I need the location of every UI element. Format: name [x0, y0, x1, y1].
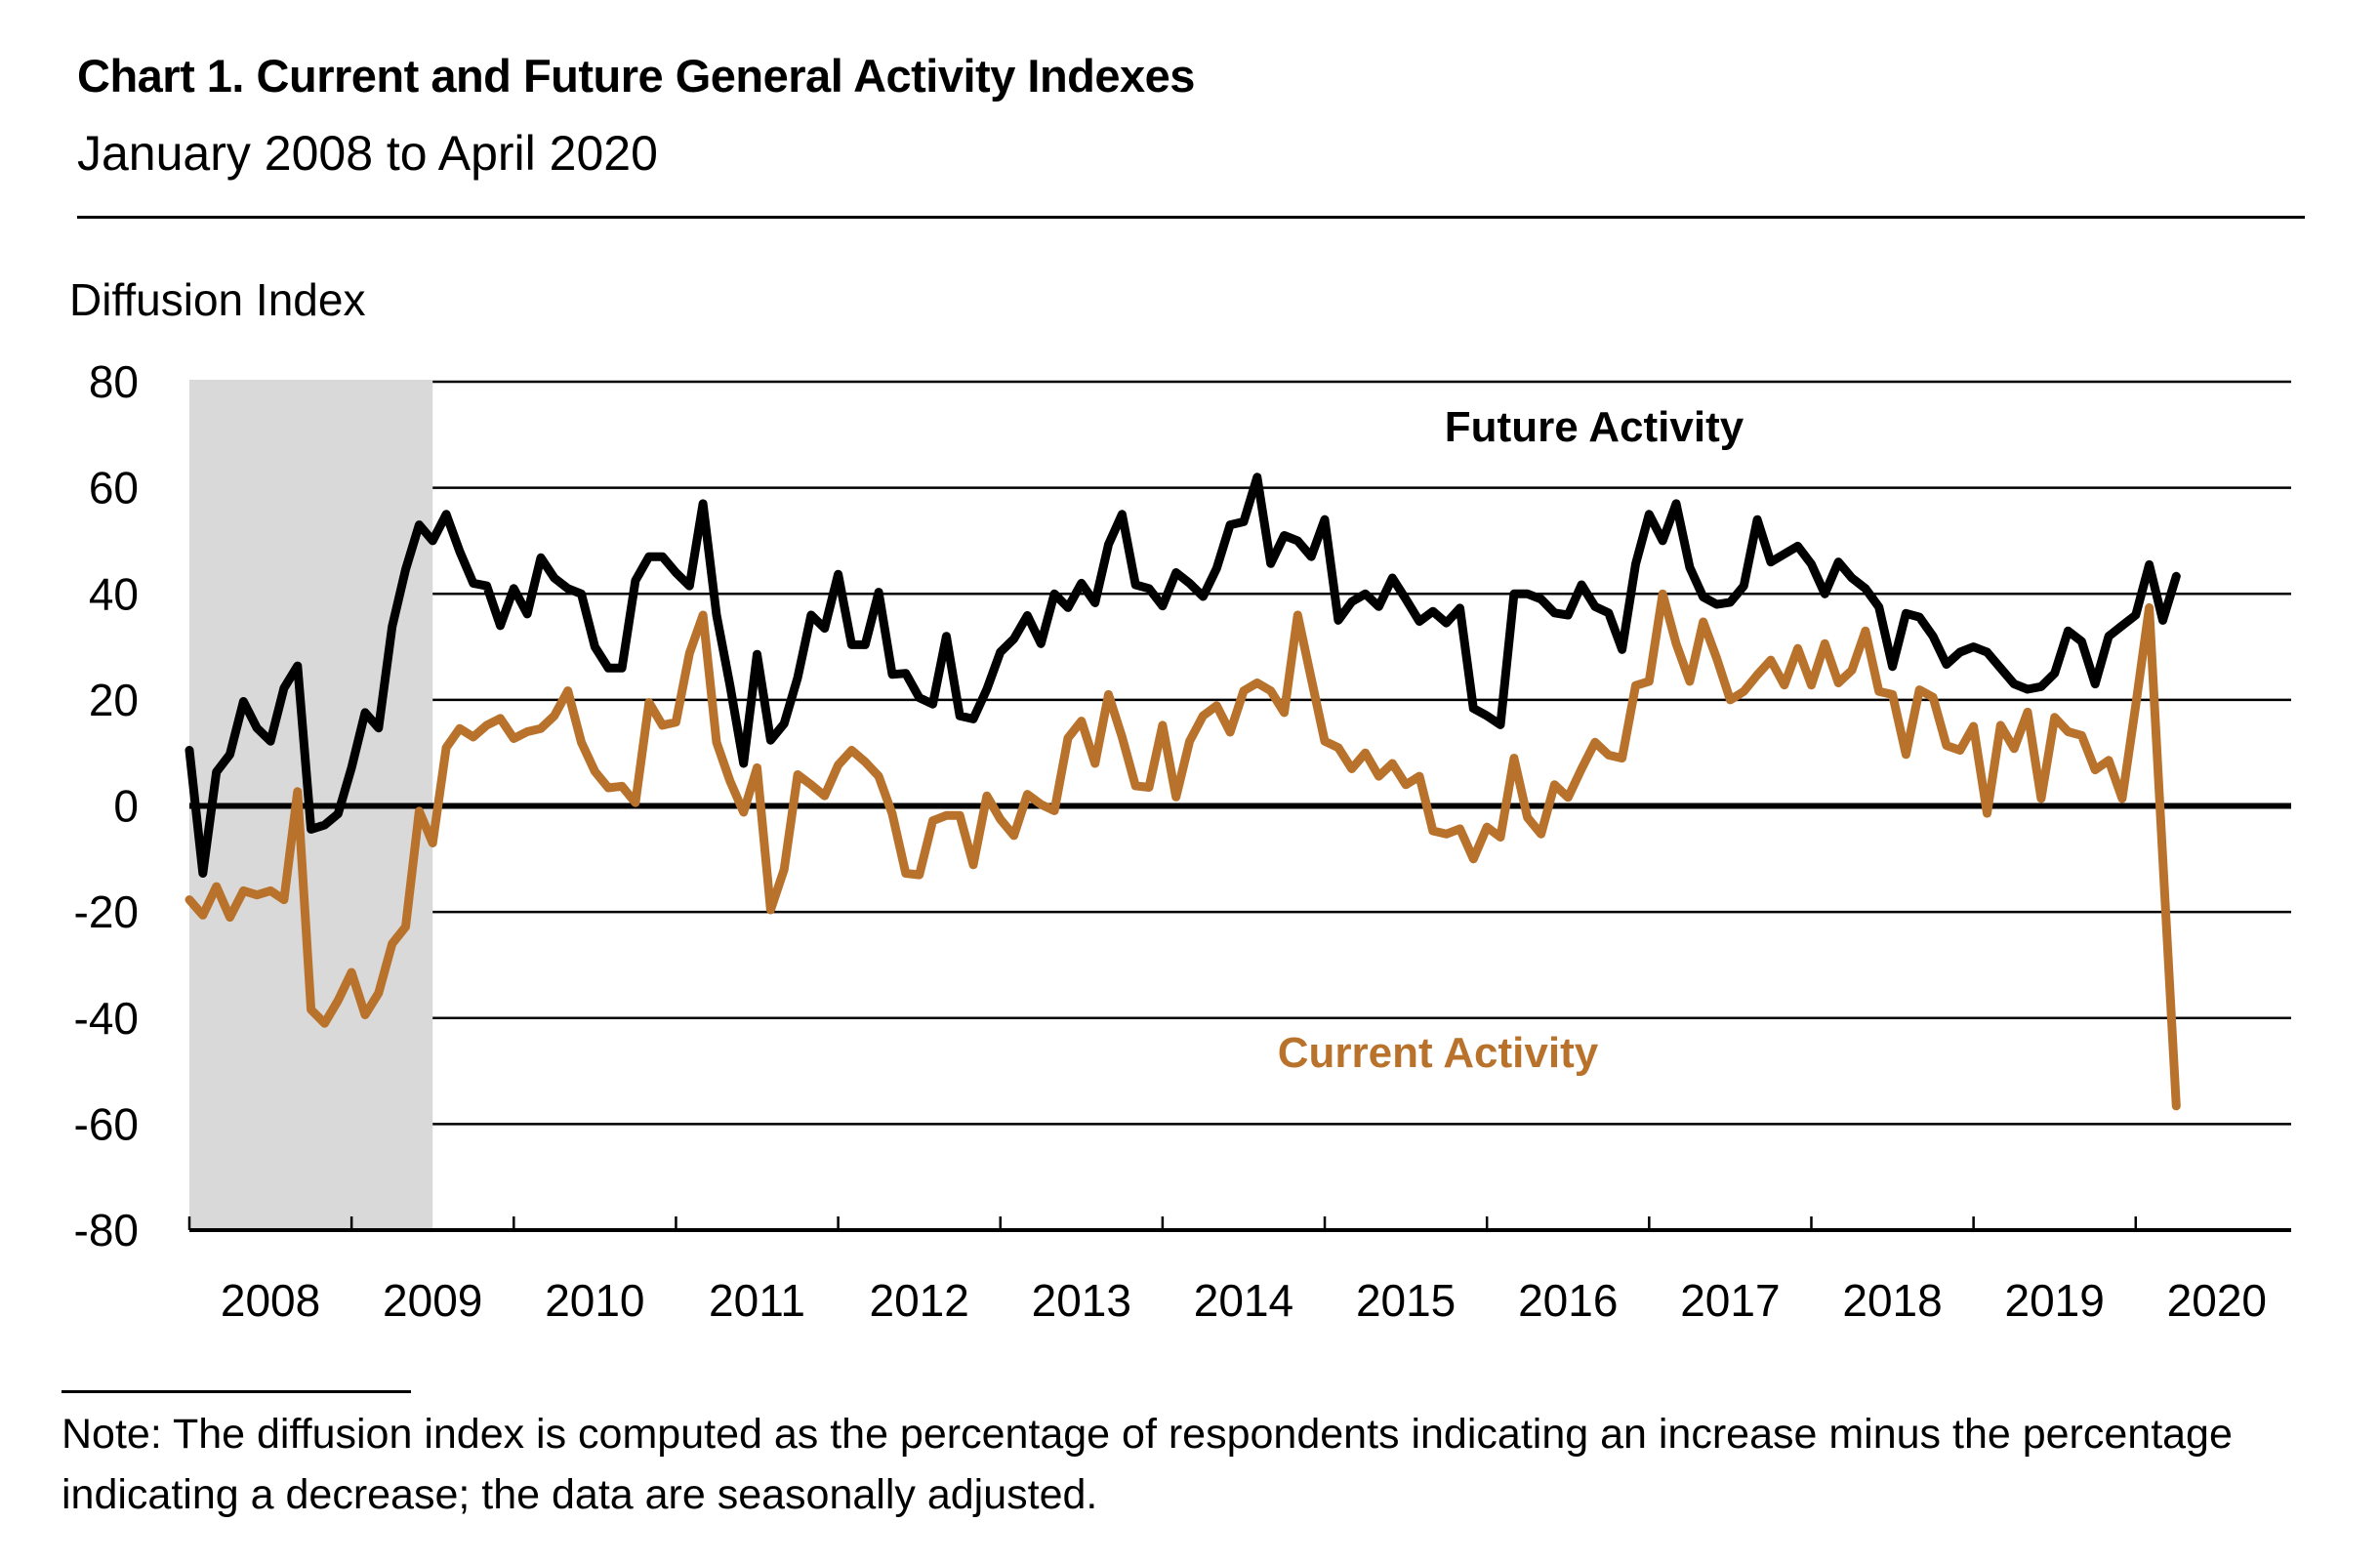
x-tick-label: 2017	[1680, 1275, 1780, 1326]
series-lines	[185, 473, 2181, 1111]
x-tick-label: 2016	[1518, 1275, 1618, 1326]
x-tick-label: 2020	[2167, 1275, 2267, 1326]
future-activity-label: Future Activity	[1445, 403, 1744, 451]
x-tick-label: 2013	[1032, 1275, 1131, 1326]
x-tick-label: 2011	[709, 1275, 805, 1326]
y-tick-label: -40	[74, 993, 139, 1044]
current-activity-line	[185, 589, 2181, 1111]
y-tick-label: 80	[89, 356, 139, 407]
y-axis-tick-labels: 80 60 40 20 0 -20 -40 -60 -80	[74, 356, 139, 1255]
chart-subtitle: January 2008 to April 2020	[77, 126, 658, 181]
x-tick-label: 2018	[1842, 1275, 1942, 1326]
header-divider	[77, 216, 2305, 219]
y-tick-label: -80	[74, 1205, 139, 1255]
footnote-divider	[62, 1390, 411, 1393]
footnote: Note: The diffusion index is computed as…	[62, 1411, 2233, 1518]
x-tick-label: 2015	[1356, 1275, 1456, 1326]
chart-title: Chart 1. Current and Future General Acti…	[77, 50, 1195, 102]
x-tick-label: 2008	[221, 1275, 320, 1326]
series-labels: Future Activity Current Activity	[1278, 403, 1744, 1077]
current-activity-label: Current Activity	[1278, 1029, 1599, 1077]
y-tick-label: 20	[89, 675, 139, 725]
x-tick-label: 2009	[383, 1275, 482, 1326]
y-axis-title: Diffusion Index	[69, 274, 366, 325]
y-tick-label: 60	[89, 463, 139, 514]
future-activity-line	[185, 473, 2181, 878]
x-tick-label: 2012	[869, 1275, 968, 1326]
x-tick-label: 2019	[2005, 1275, 2105, 1326]
y-tick-label: 0	[113, 781, 139, 832]
x-axis: 2008 2009 2010 2011 2012 2013 2014 2015 2016 2017…	[187, 1216, 2291, 1326]
x-tick-label: 2014	[1194, 1275, 1293, 1326]
y-tick-label: -20	[74, 886, 139, 937]
x-tick-label: 2010	[545, 1275, 644, 1326]
y-tick-label: 40	[89, 568, 139, 619]
y-tick-label: -60	[74, 1098, 139, 1149]
